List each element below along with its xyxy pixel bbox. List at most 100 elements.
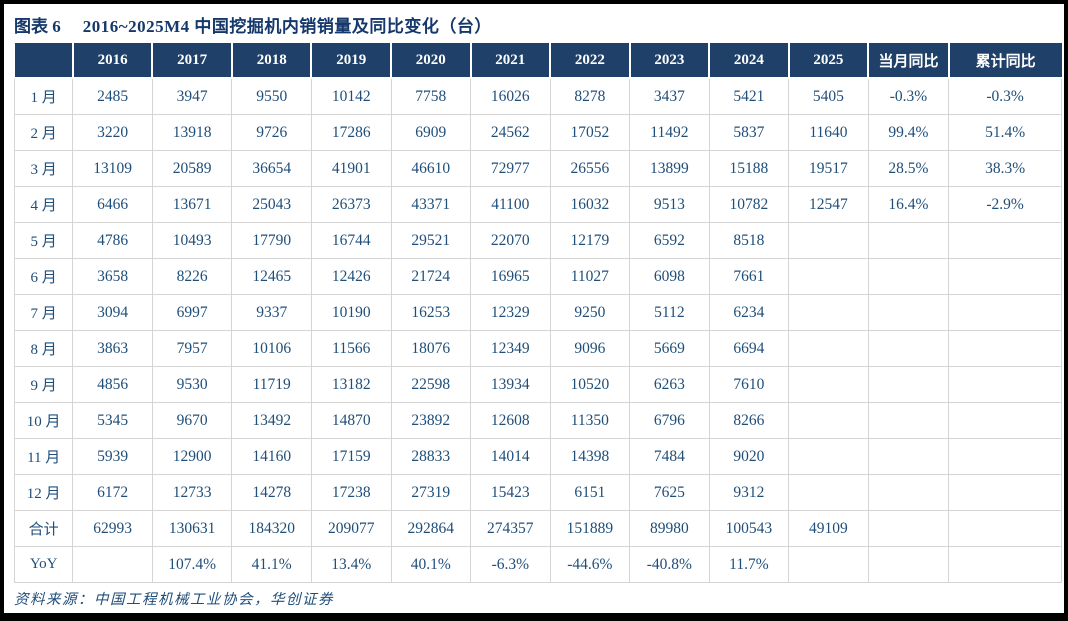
row-label: 1 月 xyxy=(13,77,74,115)
data-cell: 49109 xyxy=(788,510,869,547)
corner-header-cell xyxy=(14,43,73,79)
table-row: 9 月 4856 9530 11719 13182 22598 13934 10520 6263… xyxy=(13,366,1062,403)
data-cell: 10520 xyxy=(549,366,631,403)
data-cell: 5345 xyxy=(72,402,153,439)
data-cell: 21724 xyxy=(390,258,472,295)
data-cell: -44.6% xyxy=(549,546,631,583)
row-label: 8 月 xyxy=(13,330,74,367)
table-row: 3 月 13109 20589 36654 41901 46610 72977 26556 13… xyxy=(13,150,1062,187)
data-cell: 10142 xyxy=(310,77,392,115)
data-cell: 24562 xyxy=(470,114,551,151)
data-cell: 43371 xyxy=(390,186,472,223)
data-cell: 40.1% xyxy=(390,546,472,583)
data-cell xyxy=(867,438,950,475)
data-cell: 5112 xyxy=(629,294,710,331)
data-cell: 12329 xyxy=(470,294,551,331)
data-cell: 28.5% xyxy=(867,150,950,187)
row-label: 6 月 xyxy=(13,258,74,295)
data-cell: 12547 xyxy=(788,186,869,223)
data-cell xyxy=(948,294,1062,331)
data-cell: 5405 xyxy=(788,77,869,115)
data-cell: 17052 xyxy=(549,114,631,151)
data-cell: 20589 xyxy=(151,150,233,187)
data-cell: 7957 xyxy=(151,330,233,367)
data-cell: -0.3% xyxy=(867,77,950,115)
data-cell: 9530 xyxy=(151,366,233,403)
row-label: 11 月 xyxy=(13,438,74,475)
data-cell: 13934 xyxy=(470,366,551,403)
data-cell: 9550 xyxy=(231,77,312,115)
data-cell: 15423 xyxy=(470,474,551,511)
data-cell xyxy=(948,546,1062,583)
data-cell: 14398 xyxy=(549,438,631,475)
data-cell xyxy=(72,546,153,583)
data-cell: 10782 xyxy=(708,186,790,223)
data-cell: 2485 xyxy=(72,77,153,115)
data-cell xyxy=(948,330,1062,367)
data-cell: 9726 xyxy=(231,114,312,151)
data-cell: 41100 xyxy=(470,186,551,223)
data-cell: 151889 xyxy=(549,510,631,547)
data-cell: 100543 xyxy=(708,510,790,547)
data-cell: 17238 xyxy=(310,474,392,511)
data-cell: 3658 xyxy=(72,258,153,295)
table-row: 合计 62993 130631 184320 209077 292864 274357 151… xyxy=(13,510,1062,547)
table-row: 5 月 4786 10493 17790 16744 29521 22070 12179 659… xyxy=(13,222,1062,259)
data-cell xyxy=(867,222,950,259)
data-cell: 8518 xyxy=(708,222,790,259)
table-row: 11 月 5939 12900 14160 17159 28833 14014 14398 74… xyxy=(13,438,1062,475)
data-cell xyxy=(948,222,1062,259)
data-cell: 8278 xyxy=(549,77,631,115)
data-cell: 11.7% xyxy=(708,546,790,583)
data-cell: 6098 xyxy=(629,258,710,295)
data-cell: 8266 xyxy=(708,402,790,439)
data-cell: 6466 xyxy=(72,186,153,223)
row-label: 合计 xyxy=(13,510,74,547)
column-header: 2023 xyxy=(628,43,710,79)
data-cell: 7758 xyxy=(390,77,472,115)
table-row: 6 月 3658 8226 12465 12426 21724 16965 11027 6098… xyxy=(13,258,1062,295)
column-header: 2021 xyxy=(469,43,551,79)
data-cell: 13182 xyxy=(310,366,392,403)
data-cell: 7610 xyxy=(708,366,790,403)
data-cell: 11640 xyxy=(788,114,869,151)
data-cell xyxy=(948,438,1062,475)
data-cell xyxy=(788,258,869,295)
figure-title: 图表 6 2016~2025M4 中国挖掘机内销销量及同比变化（台） xyxy=(4,4,1064,43)
data-cell: 10190 xyxy=(310,294,392,331)
data-cell: 3863 xyxy=(72,330,153,367)
data-cell: 9250 xyxy=(549,294,631,331)
data-cell: 107.4% xyxy=(151,546,233,583)
data-cell: 11027 xyxy=(549,258,631,295)
data-cell: 9096 xyxy=(549,330,631,367)
data-cell: 3947 xyxy=(151,77,233,115)
table-body: 1 月 2485 3947 9550 10142 7758 16026 8278 3437 542… xyxy=(13,77,1062,583)
data-cell: 12179 xyxy=(549,222,631,259)
data-cell: 23892 xyxy=(390,402,472,439)
data-cell: 4786 xyxy=(72,222,153,259)
data-cell: 13109 xyxy=(72,150,153,187)
data-cell: 6263 xyxy=(629,366,710,403)
data-cell: 13671 xyxy=(151,186,233,223)
data-cell: 11492 xyxy=(629,114,710,151)
data-cell xyxy=(867,330,950,367)
data-cell: 16253 xyxy=(390,294,472,331)
data-cell xyxy=(788,438,869,475)
data-cell xyxy=(788,474,869,511)
column-header: 2020 xyxy=(390,43,471,79)
data-cell: 13899 xyxy=(629,150,710,187)
data-cell: 15188 xyxy=(708,150,790,187)
data-cell xyxy=(867,510,950,547)
data-cell: 5669 xyxy=(629,330,710,367)
data-cell: 6234 xyxy=(708,294,790,331)
data-cell: 16026 xyxy=(470,77,551,115)
data-cell: 6909 xyxy=(390,114,472,151)
figure-number-label: 图表 6 xyxy=(14,17,61,36)
data-cell: 9020 xyxy=(708,438,790,475)
table-row: YoY 107.4% 41.1% 13.4% 40.1% -6.3% -44.6% -40.8… xyxy=(13,546,1062,583)
column-header: 2019 xyxy=(310,43,391,79)
table-row: 4 月 6466 13671 25043 26373 43371 41100 16032 951… xyxy=(13,186,1062,223)
data-cell: 14014 xyxy=(470,438,551,475)
data-cell: 16032 xyxy=(549,186,631,223)
data-cell xyxy=(867,366,950,403)
